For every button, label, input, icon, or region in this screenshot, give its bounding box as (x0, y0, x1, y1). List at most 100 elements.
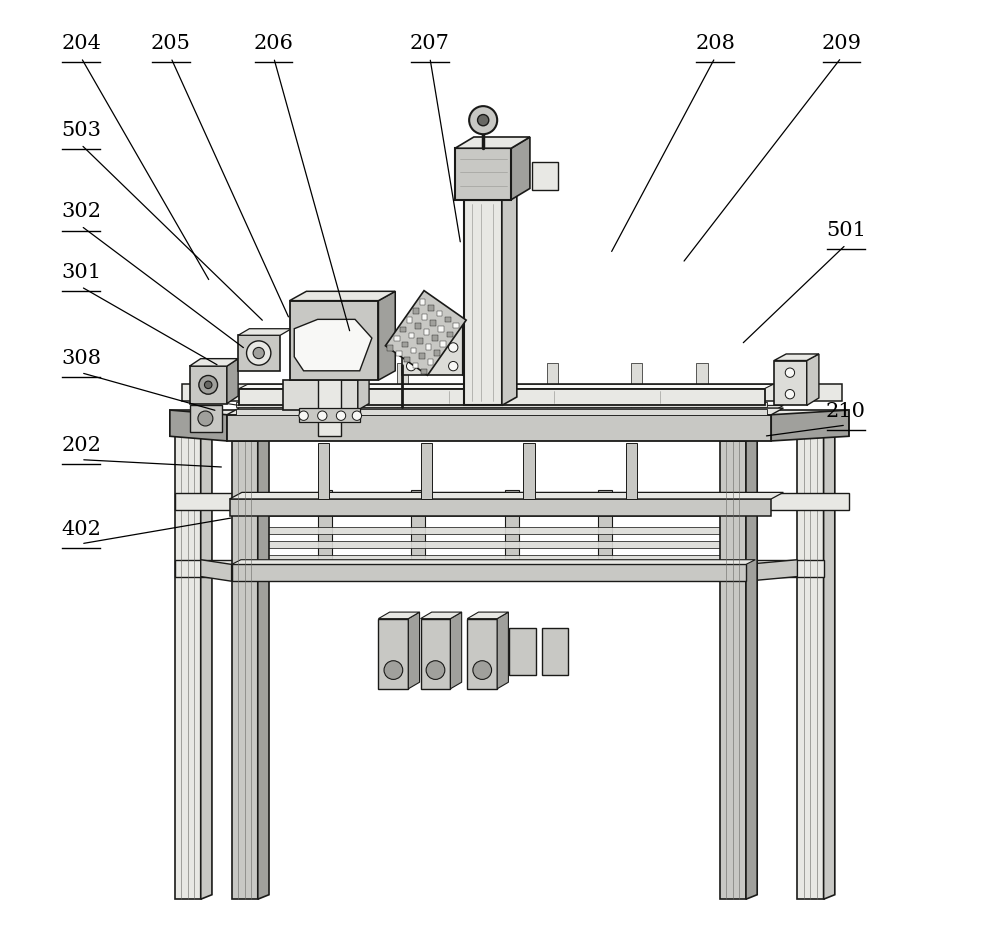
Polygon shape (227, 358, 238, 403)
Polygon shape (404, 356, 410, 362)
Circle shape (247, 340, 271, 365)
Polygon shape (290, 301, 378, 380)
Polygon shape (447, 332, 453, 338)
Circle shape (204, 381, 212, 388)
Polygon shape (797, 433, 824, 900)
Text: 302: 302 (61, 203, 101, 221)
Polygon shape (400, 326, 406, 332)
Circle shape (478, 114, 489, 126)
Polygon shape (411, 490, 425, 565)
Polygon shape (428, 359, 433, 365)
Polygon shape (626, 443, 637, 499)
Polygon shape (227, 415, 771, 441)
Text: 205: 205 (151, 34, 191, 53)
Polygon shape (230, 499, 771, 516)
Polygon shape (201, 429, 212, 900)
Polygon shape (455, 137, 530, 148)
Text: 206: 206 (254, 34, 294, 53)
Polygon shape (190, 366, 227, 403)
Polygon shape (467, 613, 508, 619)
Polygon shape (294, 319, 372, 371)
Polygon shape (774, 354, 819, 360)
Polygon shape (631, 363, 642, 415)
Text: 402: 402 (61, 521, 101, 539)
Polygon shape (437, 310, 442, 316)
Polygon shape (547, 363, 558, 415)
Polygon shape (598, 490, 612, 565)
Polygon shape (175, 433, 201, 900)
Polygon shape (445, 317, 451, 323)
Polygon shape (227, 408, 783, 415)
Polygon shape (432, 335, 438, 340)
Polygon shape (422, 314, 427, 320)
Polygon shape (455, 148, 511, 200)
Polygon shape (232, 441, 258, 900)
Polygon shape (411, 348, 416, 354)
Polygon shape (358, 373, 369, 410)
Polygon shape (318, 443, 329, 499)
Polygon shape (774, 360, 807, 405)
Polygon shape (170, 410, 849, 436)
Text: 301: 301 (61, 263, 101, 282)
Polygon shape (238, 328, 291, 335)
Polygon shape (417, 339, 423, 344)
Polygon shape (413, 309, 419, 314)
Text: 207: 207 (410, 34, 450, 53)
Polygon shape (415, 324, 421, 329)
Polygon shape (450, 613, 462, 688)
Polygon shape (283, 380, 358, 410)
Polygon shape (421, 369, 427, 374)
Polygon shape (523, 443, 535, 499)
Polygon shape (318, 490, 332, 565)
Circle shape (785, 389, 795, 399)
Circle shape (318, 411, 327, 420)
Circle shape (469, 106, 497, 134)
Circle shape (198, 411, 213, 426)
Polygon shape (409, 332, 414, 338)
Polygon shape (239, 385, 773, 388)
Text: 209: 209 (821, 34, 861, 53)
Circle shape (406, 361, 416, 371)
Circle shape (299, 411, 308, 420)
Polygon shape (258, 436, 269, 900)
Polygon shape (170, 410, 227, 441)
Polygon shape (696, 363, 708, 415)
Text: 308: 308 (61, 349, 101, 368)
Circle shape (352, 411, 362, 420)
Polygon shape (175, 560, 824, 577)
Polygon shape (472, 363, 483, 415)
Polygon shape (394, 336, 400, 341)
Polygon shape (378, 613, 420, 619)
Polygon shape (378, 619, 408, 688)
Polygon shape (542, 628, 568, 674)
Text: 501: 501 (826, 221, 866, 240)
Polygon shape (236, 409, 767, 415)
Polygon shape (190, 358, 238, 366)
Text: 210: 210 (826, 401, 866, 420)
Polygon shape (190, 405, 222, 431)
Polygon shape (397, 363, 408, 415)
Polygon shape (505, 490, 519, 565)
Polygon shape (463, 319, 475, 375)
Circle shape (473, 660, 492, 679)
Polygon shape (438, 325, 444, 331)
Polygon shape (430, 320, 436, 325)
Circle shape (449, 361, 458, 371)
Text: 204: 204 (61, 34, 101, 53)
Polygon shape (467, 619, 497, 688)
Circle shape (253, 347, 264, 358)
Polygon shape (497, 613, 508, 688)
Polygon shape (509, 628, 536, 674)
Polygon shape (428, 305, 434, 310)
Polygon shape (421, 619, 450, 688)
Polygon shape (532, 162, 558, 190)
Polygon shape (407, 317, 412, 323)
Polygon shape (426, 344, 431, 350)
Polygon shape (238, 335, 280, 371)
Polygon shape (420, 299, 425, 305)
Polygon shape (396, 351, 402, 356)
Polygon shape (299, 408, 360, 422)
Polygon shape (440, 341, 446, 347)
Polygon shape (421, 443, 432, 499)
Text: 208: 208 (695, 34, 735, 53)
